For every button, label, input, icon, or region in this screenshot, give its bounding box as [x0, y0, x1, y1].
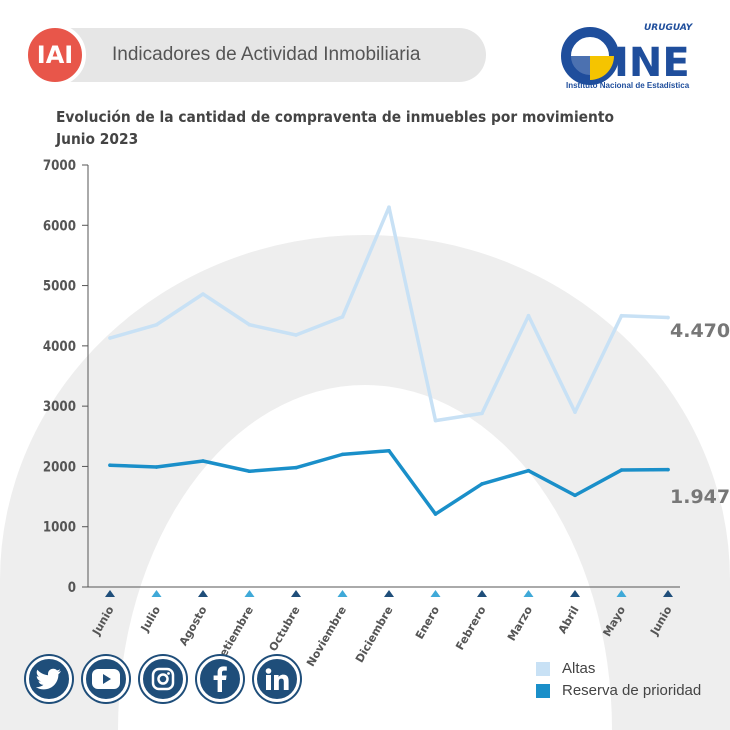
point-altas: [108, 336, 112, 340]
altas-end-label: 4.470: [670, 319, 730, 342]
y-tick-label: 3000: [43, 399, 76, 415]
youtube-icon[interactable]: [83, 656, 129, 702]
x-marker: [151, 590, 162, 597]
point-reserva: [201, 459, 205, 463]
x-marker: [477, 590, 487, 597]
y-tick-label: 6000: [43, 218, 76, 234]
x-marker: [663, 590, 673, 597]
point-reserva: [387, 448, 391, 453]
ine-logo: URUGUAY INE Instituto Nacional de Estadí…: [561, 23, 694, 90]
legend-swatch-reserva: [536, 683, 550, 698]
point-reserva: [294, 465, 298, 470]
header-pill: [24, 28, 486, 82]
x-tick-label: Febrero: [453, 604, 489, 653]
legend-label-reserva: Reserva de prioridad: [562, 682, 702, 699]
legend-item-reserva: Reserva de prioridad: [536, 682, 701, 699]
x-marker: [616, 590, 627, 597]
point-altas: [526, 313, 531, 318]
point-altas: [387, 205, 391, 209]
chart-title-block: Evolución de la cantidad de compraventa …: [56, 106, 614, 150]
point-reserva: [340, 452, 345, 457]
facebook-icon[interactable]: [197, 656, 243, 702]
point-reserva: [619, 468, 624, 472]
y-tick-label: 7000: [43, 158, 76, 174]
point-reserva: [573, 493, 577, 498]
x-tick-label: Junio: [647, 604, 675, 639]
instagram-icon[interactable]: [140, 656, 186, 702]
legend-label-altas: Altas: [562, 660, 596, 677]
point-reserva: [433, 512, 438, 516]
reserva-end-label: 1.947: [670, 485, 730, 508]
x-marker: [105, 590, 115, 597]
x-marker: [384, 590, 394, 597]
chart-title: Evolución de la cantidad de compraventa …: [56, 108, 614, 126]
point-altas: [480, 411, 484, 416]
header-title: Indicadores de Actividad Inmobiliaria: [112, 44, 421, 65]
y-tick-label: 0: [68, 580, 76, 596]
x-tick-label: Octubre: [266, 604, 302, 654]
legend-item-altas: Altas: [536, 660, 595, 677]
point-altas: [201, 292, 205, 296]
series-line-altas: [108, 205, 670, 423]
x-marker: [244, 590, 255, 597]
point-altas: [573, 410, 577, 414]
point-reserva: [526, 468, 531, 473]
y-tick-label: 5000: [43, 279, 76, 295]
x-tick-label: Agosto: [177, 604, 210, 648]
x-marker: [523, 590, 534, 597]
x-tick-label: Diciembre: [353, 604, 396, 665]
x-tick-label: Abril: [556, 604, 582, 636]
logo-sub-text: Instituto Nacional de Estadística: [566, 81, 690, 90]
legend-swatch-altas: [536, 661, 550, 676]
point-altas: [619, 313, 624, 318]
x-tick-label: Marzo: [505, 604, 535, 644]
point-altas: [433, 418, 438, 423]
point-reserva: [480, 482, 484, 486]
x-marker: [291, 590, 301, 597]
chart-subtitle: Junio 2023: [56, 130, 139, 148]
point-reserva: [154, 465, 159, 469]
point-altas: [247, 322, 252, 327]
point-reserva: [666, 467, 670, 472]
linkedin-icon[interactable]: [254, 656, 300, 702]
twitter-icon[interactable]: [26, 656, 72, 702]
x-tick-label: Noviembre: [304, 604, 349, 669]
x-tick-label: Mayo: [600, 604, 628, 639]
point-reserva: [108, 463, 112, 468]
y-tick-label: 1000: [43, 520, 76, 536]
iai-badge: IAI: [24, 24, 86, 86]
point-altas: [294, 333, 298, 337]
y-tick-label: 2000: [43, 460, 76, 476]
x-marker: [198, 590, 208, 597]
point-altas: [340, 315, 345, 319]
y-tick-label: 4000: [43, 339, 76, 355]
point-altas: [666, 315, 670, 320]
x-tick-label: Junio: [89, 604, 117, 639]
logo-top-text: URUGUAY: [644, 23, 694, 33]
x-marker: [430, 590, 441, 597]
logo-main-text: INE: [614, 40, 690, 86]
x-marker: [337, 590, 348, 597]
x-marker: [570, 590, 580, 597]
x-tick-label: Julio: [138, 604, 163, 635]
series-line-reserva: [108, 449, 670, 516]
point-reserva: [247, 469, 252, 474]
x-tick-label: Enero: [413, 604, 442, 642]
point-altas: [154, 322, 159, 327]
